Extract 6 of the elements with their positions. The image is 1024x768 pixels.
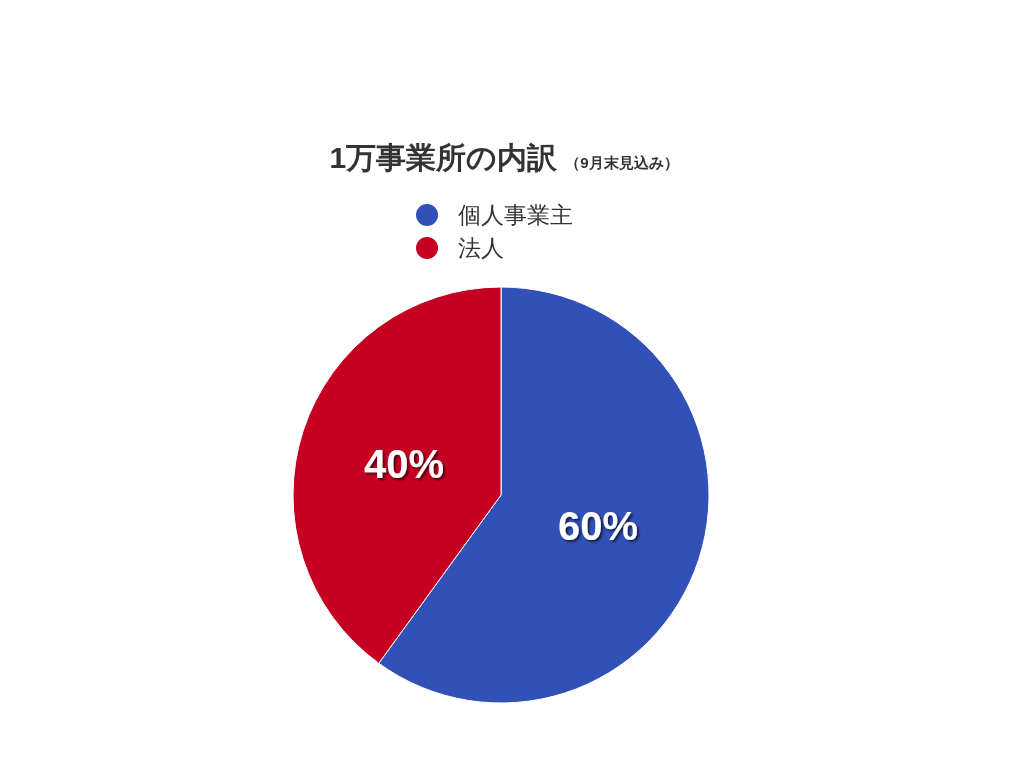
data-label: 40% bbox=[364, 441, 445, 486]
legend-label: 法人 bbox=[458, 235, 504, 261]
chart-subtitle: （9月末見込み） bbox=[565, 154, 679, 171]
chart-title: 1万事業所の内訳 bbox=[329, 141, 559, 174]
legend-label: 個人事業主 bbox=[458, 202, 573, 228]
data-label: 60% bbox=[557, 504, 638, 549]
